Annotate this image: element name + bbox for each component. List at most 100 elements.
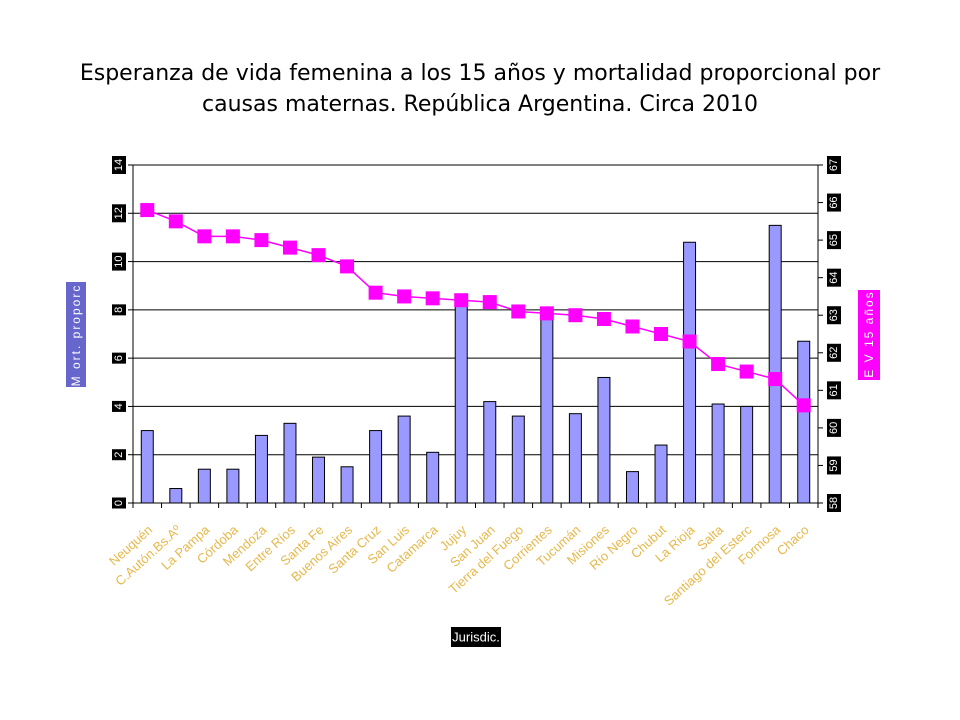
line-point	[796, 398, 811, 413]
chart-title-line-1: Esperanza de vida femenina a los 15 años…	[79, 61, 881, 86]
y2-tick-label-box	[827, 268, 841, 287]
y2-tick-label: 61	[828, 384, 840, 396]
bar	[568, 413, 582, 504]
y2-tick-label-box	[827, 343, 841, 362]
bar	[226, 468, 240, 504]
y-tick-label-box	[112, 156, 126, 174]
chart-title-line-2: causas maternas. República Argentina. Ci…	[202, 92, 758, 117]
line-point	[168, 214, 183, 229]
bar	[283, 422, 297, 504]
y2-tick-label: 65	[828, 234, 840, 246]
y2-tick-label: 66	[828, 196, 840, 208]
y-tick-label-box	[112, 400, 126, 412]
bar	[768, 224, 782, 504]
y2-tick-label-box	[827, 193, 841, 212]
line-point	[482, 295, 497, 310]
y2-tick-label-box	[827, 306, 841, 325]
y-tick-label: 12	[113, 207, 125, 219]
y-tick-label: 8	[113, 307, 125, 313]
y-tick-label: 14	[113, 159, 125, 171]
y2-tick-label-box	[827, 456, 841, 475]
bar	[197, 468, 211, 504]
line-series	[140, 203, 811, 413]
line-point	[368, 285, 383, 300]
line-point	[140, 203, 155, 218]
line-point	[197, 229, 212, 244]
y-tick-label-box	[112, 204, 126, 223]
x-axis-title-box	[451, 627, 501, 647]
y2-tick-label-box	[827, 418, 841, 437]
bar	[312, 456, 326, 504]
line-point	[311, 248, 326, 263]
bar	[169, 488, 183, 504]
bar	[597, 376, 611, 504]
y2-axis-title-box	[858, 290, 880, 380]
category-label: Chaco	[774, 522, 812, 558]
bar	[711, 403, 725, 504]
y-axis-title: M ort. proporc	[69, 284, 83, 387]
y-tick-label: 10	[113, 255, 125, 267]
y-tick-label: 4	[113, 403, 125, 409]
y-tick-label-box	[112, 497, 126, 509]
y2-tick-label-box	[827, 381, 841, 400]
y-axis-title-box	[66, 282, 86, 387]
bar	[511, 415, 525, 504]
line-point	[454, 293, 469, 308]
y-tick-label: 6	[113, 355, 125, 361]
line-point	[425, 291, 440, 306]
line-point	[340, 259, 355, 274]
bar	[254, 434, 268, 504]
bar	[426, 451, 440, 504]
line-point	[568, 308, 583, 323]
y2-tick-label: 59	[828, 459, 840, 471]
y2-tick-label: 62	[828, 347, 840, 359]
bar	[369, 430, 383, 504]
bar	[140, 430, 154, 504]
y-tick-label-box	[112, 449, 126, 461]
line-point	[711, 357, 726, 372]
y-tick-label: 0	[113, 500, 125, 506]
axes: 0 2 4 6 8 10 12 14 58 59 60 61 62 63 64 65 66 67	[112, 156, 841, 512]
bar	[340, 466, 354, 504]
line-point	[225, 229, 240, 244]
y2-tick-label: 67	[828, 159, 840, 171]
x-axis-title: Jurisdic.	[452, 630, 500, 645]
line-point	[254, 233, 269, 248]
bar	[683, 241, 697, 504]
bar	[625, 471, 639, 504]
bar	[540, 316, 554, 504]
line-path	[146, 209, 805, 406]
y2-tick-label-box	[827, 156, 841, 174]
bar	[454, 304, 468, 504]
line-point	[739, 364, 754, 379]
line-point	[511, 304, 526, 319]
y2-tick-label-box	[827, 231, 841, 250]
line-point	[768, 372, 783, 387]
bar	[483, 401, 497, 504]
y-tick-label-box	[112, 352, 126, 364]
line-point	[654, 327, 669, 341]
line-point	[282, 240, 297, 255]
bar	[654, 444, 668, 504]
bar	[797, 340, 811, 504]
gridlines	[133, 164, 818, 504]
y-tick-label-box	[112, 304, 126, 316]
y2-axis-title: E V 15 años	[862, 290, 876, 377]
bar	[740, 405, 754, 504]
y2-tick-label: 58	[828, 497, 840, 509]
y2-tick-label-box	[827, 494, 841, 512]
y2-tick-label: 64	[828, 272, 840, 284]
bar	[397, 415, 411, 504]
line-point	[596, 311, 611, 326]
line-point	[682, 334, 697, 349]
line-point	[625, 319, 640, 334]
line-point	[539, 306, 554, 321]
line-point	[397, 289, 412, 304]
bar-series	[140, 224, 811, 504]
chart-title: Esperanza de vida femenina a los 15 años…	[60, 58, 900, 120]
y2-tick-label: 63	[828, 309, 840, 321]
y2-tick-label: 60	[828, 422, 840, 434]
y-tick-label-box	[112, 252, 126, 271]
